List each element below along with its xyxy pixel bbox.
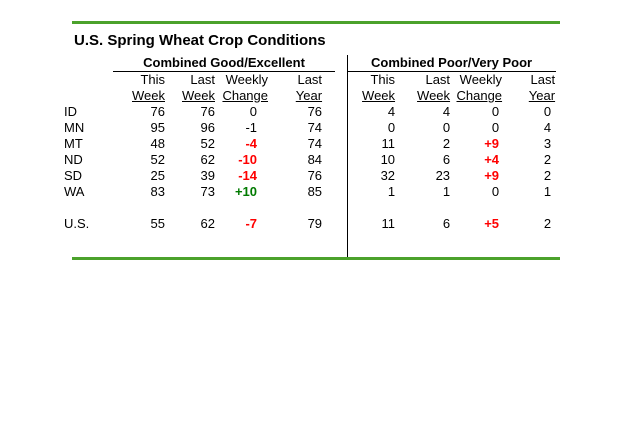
col-header-ge-this-bottom: Week	[132, 88, 165, 103]
col-header-pvp-weekly-top: Weekly	[459, 72, 503, 87]
ge-last-week-value: 73	[200, 184, 215, 199]
row-label: ND	[64, 152, 83, 167]
col-header-pvp-year-bottom: Year	[528, 88, 556, 103]
row-label: MN	[64, 120, 85, 135]
col-header-ge-year-bottom: Year	[295, 88, 323, 103]
col-header-ge-last-bottom: Week	[182, 88, 215, 103]
bottom-green-rule	[72, 257, 560, 260]
ge-this-week-value: 48	[150, 136, 165, 151]
row-label: MT	[64, 136, 83, 151]
pvp-last-year-value: 0	[543, 104, 552, 119]
ge-last-week-value: 62	[200, 152, 215, 167]
ge-last-year-value: 74	[307, 136, 323, 151]
col-header-ge-this-top: This	[140, 72, 165, 87]
ge-weekly-change-value: -4	[245, 136, 257, 151]
ge-this-week-value: 25	[150, 168, 165, 183]
table-row: MN 95 96 -1 74 0 0 0 4	[64, 120, 556, 136]
pvp-last-week-value: 4	[442, 104, 451, 119]
ge-last-week-value: 76	[200, 104, 215, 119]
pvp-last-year-value: 2	[543, 168, 552, 183]
pvp-this-week-value: 4	[387, 104, 396, 119]
pvp-this-week-value: 1	[387, 184, 396, 199]
pvp-last-week-value: 0	[442, 120, 451, 135]
section-title-good-excellent: Combined Good/Excellent	[113, 55, 336, 72]
ge-last-week-value: 62	[200, 216, 215, 231]
row-label: ID	[64, 104, 77, 119]
ge-last-year-value: 76	[307, 168, 323, 183]
pvp-weekly-change-value: +5	[484, 216, 500, 231]
col-header-ge-year-top: Last	[297, 72, 323, 87]
row-label-us: U.S.	[64, 216, 90, 231]
pvp-weekly-change-value: +9	[484, 136, 500, 151]
ge-last-week-value: 52	[200, 136, 215, 151]
section-divider-line	[347, 55, 348, 260]
ge-this-week-value: 83	[150, 184, 165, 199]
crop-conditions-table: Combined Good/Excellent Combined Poor/Ve…	[64, 55, 557, 232]
ge-weekly-change-value: -7	[245, 216, 257, 231]
pvp-this-week-value: 32	[380, 168, 396, 183]
top-green-rule	[72, 21, 560, 24]
ge-weekly-change-value: -10	[238, 152, 257, 167]
col-header-pvp-year-top: Last	[530, 72, 556, 87]
spacer-row	[64, 200, 556, 216]
ge-this-week-value: 95	[150, 120, 165, 135]
pvp-last-week-value: 6	[442, 216, 451, 231]
table-row: WA 83 73 +10 85 1 1 0 1	[64, 184, 556, 200]
col-header-pvp-this-top: This	[370, 72, 396, 87]
pvp-weekly-change-value: +4	[484, 152, 500, 167]
pvp-last-year-value: 2	[543, 216, 552, 231]
col-header-pvp-weekly-bottom: Change	[456, 88, 503, 103]
ge-weekly-change-value: -14	[238, 168, 257, 183]
ge-last-year-value: 85	[307, 184, 323, 199]
column-header-row-bottom: Week Week Change Year Week Week Change Y…	[64, 88, 556, 104]
section-title-poor-very-poor: Combined Poor/Very Poor	[347, 55, 557, 72]
ge-this-week-value: 52	[150, 152, 165, 167]
ge-weekly-change-value: 0	[249, 104, 257, 119]
pvp-last-year-value: 1	[543, 184, 552, 199]
ge-last-week-value: 96	[200, 120, 215, 135]
pvp-last-week-value: 6	[442, 152, 451, 167]
pvp-this-week-value: 10	[380, 152, 396, 167]
ge-last-year-value: 84	[307, 152, 323, 167]
ge-this-week-value: 55	[150, 216, 165, 231]
pvp-this-week-value: 11	[381, 136, 396, 151]
col-header-ge-weekly-top: Weekly	[225, 72, 268, 87]
row-label: WA	[64, 184, 85, 199]
pvp-last-year-value: 4	[543, 120, 552, 135]
pvp-last-week-value: 1	[442, 184, 451, 199]
pvp-weekly-change-value: 0	[491, 120, 500, 135]
ge-this-week-value: 76	[150, 104, 165, 119]
row-label: SD	[64, 168, 83, 183]
pvp-last-week-value: 2	[442, 136, 451, 151]
pvp-weekly-change-value: +9	[484, 168, 500, 183]
pvp-this-week-value: 0	[387, 120, 396, 135]
us-total-row: U.S. 55 62 -7 79 11 6 +5 2	[64, 216, 556, 232]
col-header-ge-last-top: Last	[190, 72, 215, 87]
col-header-ge-weekly-bottom: Change	[222, 88, 268, 103]
table-row: ND 52 62 -10 84 10 6 +4 2	[64, 152, 556, 168]
page-title: U.S. Spring Wheat Crop Conditions	[74, 32, 326, 49]
col-header-pvp-last-bottom: Week	[417, 88, 451, 103]
ge-last-year-value: 74	[307, 120, 323, 135]
ge-last-week-value: 39	[200, 168, 215, 183]
table-row: MT 48 52 -4 74 11 2 +9 3	[64, 136, 556, 152]
ge-weekly-change-value: -1	[245, 120, 257, 135]
pvp-weekly-change-value: 0	[491, 104, 500, 119]
pvp-weekly-change-value: 0	[491, 184, 500, 199]
pvp-this-week-value: 11	[381, 216, 396, 231]
pvp-last-year-value: 3	[543, 136, 552, 151]
ge-last-year-value: 79	[307, 216, 323, 231]
col-header-pvp-this-bottom: Week	[362, 88, 396, 103]
section-header-row: Combined Good/Excellent Combined Poor/Ve…	[64, 55, 557, 72]
pvp-last-year-value: 2	[543, 152, 552, 167]
table-row: SD 25 39 -14 76 32 23 +9 2	[64, 168, 556, 184]
ge-weekly-change-value: +10	[234, 184, 257, 199]
pvp-last-week-value: 23	[435, 168, 451, 183]
ge-last-year-value: 76	[307, 104, 323, 119]
table-row: ID 76 76 0 76 4 4 0 0	[64, 104, 556, 120]
col-header-pvp-last-top: Last	[425, 72, 451, 87]
column-header-row-top: This Last Weekly Last This Last Weekly L…	[64, 72, 556, 89]
